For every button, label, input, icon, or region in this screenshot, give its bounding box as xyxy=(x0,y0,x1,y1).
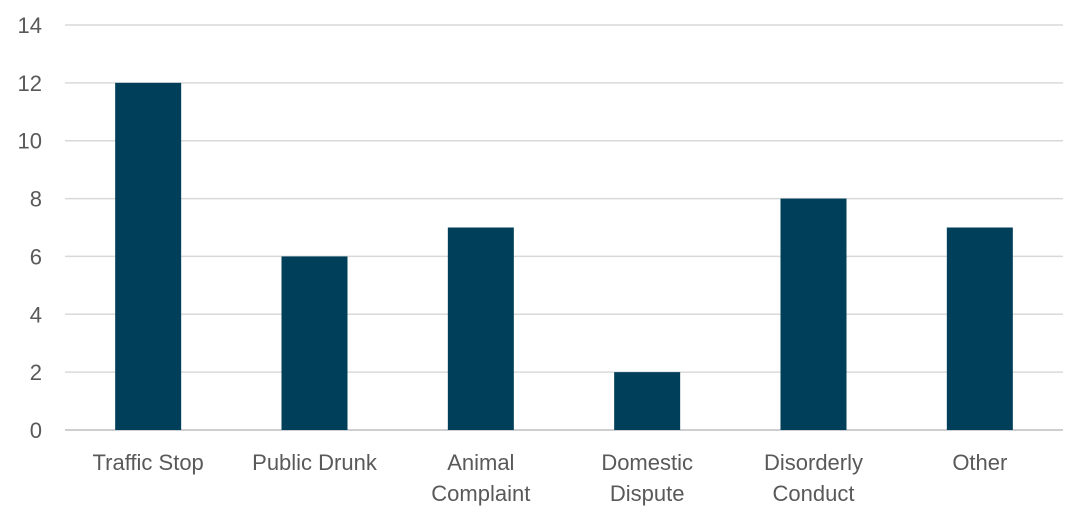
x-category-label: Disorderly Conduct xyxy=(764,450,863,506)
x-category-label: Animal Complaint xyxy=(431,450,530,506)
x-category-label-line: Traffic Stop xyxy=(93,450,204,475)
bar xyxy=(614,372,680,430)
gridlines xyxy=(65,25,1063,430)
x-category-label-line: Conduct xyxy=(773,481,855,506)
x-category-label-line: Dispute xyxy=(610,481,685,506)
y-tick-label: 0 xyxy=(30,418,42,443)
x-category-label-line: Public Drunk xyxy=(252,450,378,475)
x-category-label-line: Disorderly xyxy=(764,450,863,475)
x-axis-category-labels: Traffic Stop Public Drunk Animal Complaint D… xyxy=(93,450,1008,506)
bar xyxy=(448,228,514,431)
y-tick-label: 2 xyxy=(30,360,42,385)
y-tick-label: 8 xyxy=(30,187,42,212)
bar xyxy=(115,83,181,430)
y-tick-label: 6 xyxy=(30,244,42,269)
y-tick-label: 10 xyxy=(18,129,42,154)
y-tick-label: 4 xyxy=(30,302,42,327)
x-category-label-line: Animal xyxy=(447,450,514,475)
y-tick-label: 14 xyxy=(18,13,42,38)
x-category-label: Other xyxy=(952,450,1007,475)
x-category-label-line: Complaint xyxy=(431,481,530,506)
bar xyxy=(781,199,847,430)
bar xyxy=(947,228,1013,431)
bar xyxy=(282,256,348,430)
x-category-label-line: Other xyxy=(952,450,1007,475)
x-category-label: Public Drunk xyxy=(252,450,378,475)
x-category-label-line: Domestic xyxy=(601,450,693,475)
x-category-label: Domestic Dispute xyxy=(601,450,693,506)
y-axis-tick-labels: 0 2 4 6 8 10 12 14 xyxy=(18,13,42,443)
x-category-label: Traffic Stop xyxy=(93,450,204,475)
y-tick-label: 12 xyxy=(18,71,42,96)
